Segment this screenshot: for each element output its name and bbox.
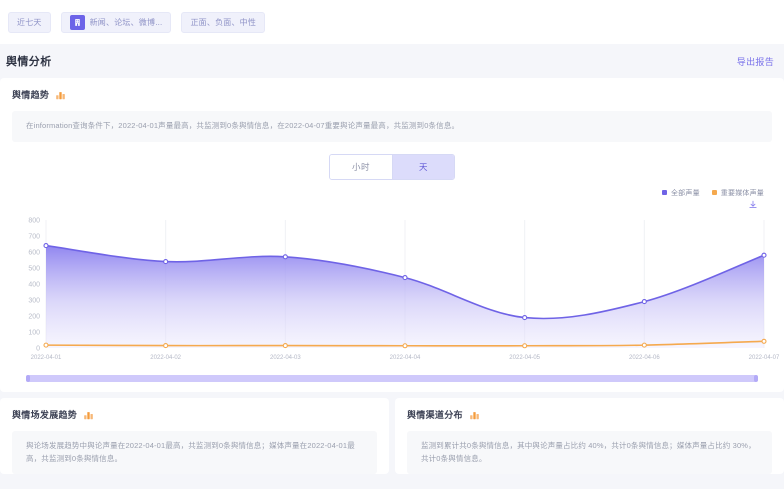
svg-text:400: 400 — [28, 281, 40, 288]
bottom-card-note: 舆论场发展趋势中舆论声量在2022-04-01最高，共监测到0条舆情信息；媒体声… — [12, 430, 377, 475]
trend-chart-svg: 800 700 600 500 400 300 200 100 0 — [28, 217, 767, 352]
svg-text:200: 200 — [28, 313, 40, 320]
sentiment-channel-distribution-card: 舆情渠道分布 监测到累计共0条舆情信息，其中舆论声量占比约 40%，共计0条舆情… — [395, 397, 784, 475]
x-axis-tick: 2022-04-03 — [269, 354, 301, 361]
x-axis-tick: 2022-04-07 — [748, 354, 780, 361]
bottom-cards-row: 舆情场发展趋势 舆论场发展趋势中舆论声量在2022-04-01最高，共监测到0条… — [0, 397, 784, 475]
svg-text:600: 600 — [28, 249, 40, 256]
legend-label: 全部声量 — [670, 189, 700, 197]
page-title: 舆情分析 — [6, 56, 52, 68]
bar-chart-icon — [83, 409, 94, 420]
chart-range-grip-right[interactable] — [754, 374, 758, 382]
chart-range-grip-left[interactable] — [26, 374, 30, 382]
bottom-card-title: 舆情渠道分布 — [407, 409, 463, 420]
legend-item-key-media-volume[interactable]: 重要媒体声量 — [711, 188, 764, 198]
legend-item-total-volume[interactable]: 全部声量 — [661, 188, 700, 198]
segment-day[interactable]: 天 — [392, 154, 454, 179]
page-container: 舆情分析 导出报告 舆情趋势 在information查询条件下，2022-04… — [0, 44, 784, 475]
granularity-segmented-control: 小时 天 — [12, 153, 772, 180]
legend-swatch — [661, 190, 667, 196]
trend-chart[interactable]: 800 700 600 500 400 300 200 100 0 — [12, 214, 772, 354]
bar-chart-icon — [469, 409, 480, 420]
trend-note: 在information查询条件下，2022-04-01声量最高，共监测到0条舆… — [12, 111, 772, 142]
svg-text:800: 800 — [28, 217, 40, 224]
bottom-card-title: 舆情场发展趋势 — [12, 409, 78, 420]
download-icon[interactable] — [748, 200, 758, 214]
export-report-link[interactable]: 导出报告 — [736, 56, 774, 67]
x-axis-tick: 2022-04-05 — [509, 354, 541, 361]
x-axis-tick: 2022-04-01 — [30, 354, 62, 361]
x-axis-tick: 2022-04-02 — [150, 354, 182, 361]
svg-text:300: 300 — [28, 297, 40, 304]
legend-swatch — [711, 190, 717, 196]
chart-legend: 全部声量 重要媒体声量 — [12, 186, 772, 200]
filter-chip-sentiment[interactable]: 正面、负面、中性 — [181, 11, 266, 33]
segment-hour[interactable]: 小时 — [330, 154, 392, 179]
x-axis-tick: 2022-04-04 — [389, 354, 421, 361]
filter-chip-source-types[interactable]: 新闻、论坛、微博... — [60, 11, 172, 33]
bottom-card-note: 监测到累计共0条舆情信息，其中舆论声量占比约 40%，共计0条舆情信息；媒体声量… — [407, 430, 772, 475]
svg-text:0: 0 — [36, 345, 40, 352]
trend-card-title: 舆情趋势 — [12, 90, 50, 100]
page-header: 舆情分析 导出报告 — [0, 44, 784, 78]
filter-chip-label: 新闻、论坛、微博... — [89, 17, 163, 27]
bottom-card-header: 舆情渠道分布 — [407, 408, 772, 421]
chart-toolbar — [12, 200, 772, 214]
filter-chip-label: 正面、负面、中性 — [190, 17, 257, 27]
svg-text:100: 100 — [28, 329, 40, 336]
filter-chip-date-range[interactable]: 近七天 — [8, 11, 51, 33]
trend-analysis-card: 舆情趋势 在information查询条件下，2022-04-01声量最高，共监… — [0, 78, 784, 392]
svg-text:700: 700 — [28, 233, 40, 240]
building-icon — [69, 14, 85, 30]
svg-text:500: 500 — [28, 265, 40, 272]
bar-chart-icon — [55, 89, 66, 100]
bottom-card-header: 舆情场发展趋势 — [12, 408, 377, 421]
filter-chip-label: 近七天 — [17, 17, 42, 27]
chart-range-thumb[interactable] — [26, 374, 758, 382]
chart-x-axis: 2022-04-01 2022-04-02 2022-04-03 2022-04-04… — [12, 354, 780, 367]
sentiment-field-trend-card: 舆情场发展趋势 舆论场发展趋势中舆论声量在2022-04-01最高，共监测到0条… — [0, 397, 389, 475]
legend-label: 重要媒体声量 — [720, 189, 764, 197]
x-axis-tick: 2022-04-06 — [628, 354, 660, 361]
chart-range-scrollbar[interactable] — [26, 374, 758, 382]
filter-bar: 近七天 新闻、论坛、微博... 正面、负面、中性 — [0, 0, 784, 44]
trend-card-header: 舆情趋势 — [12, 88, 772, 101]
